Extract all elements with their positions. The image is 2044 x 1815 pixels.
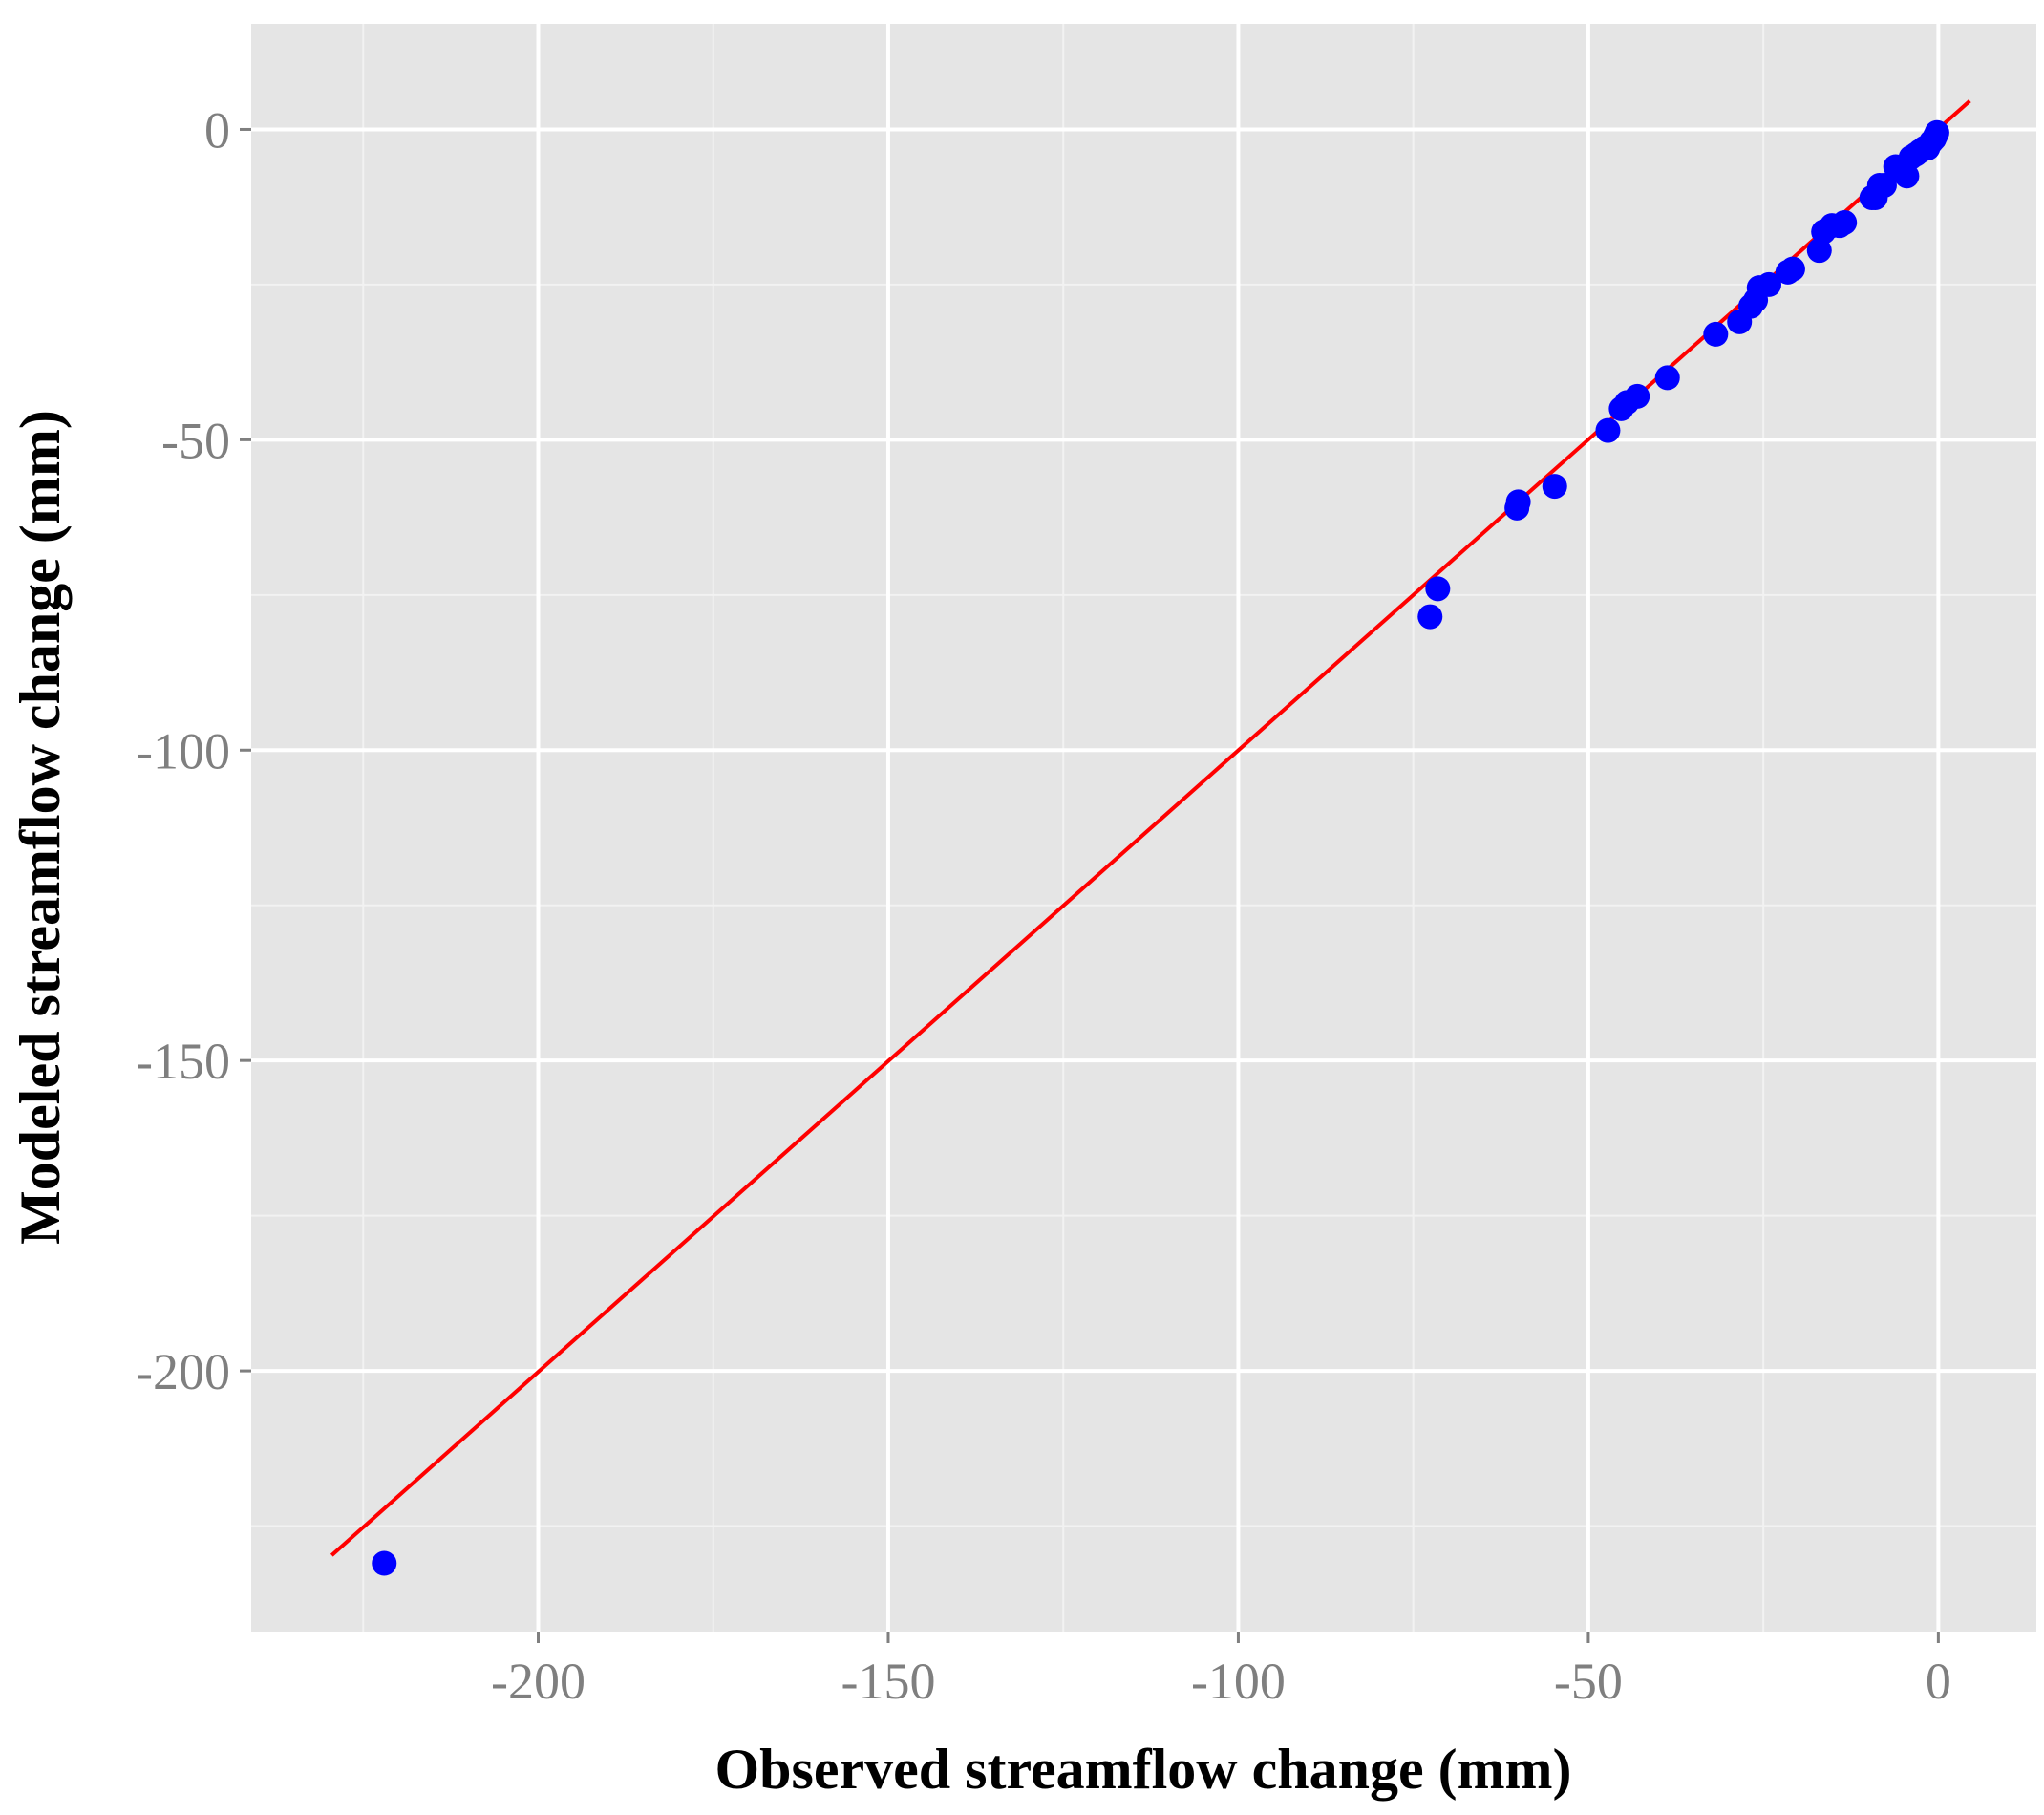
data-point	[1505, 489, 1531, 515]
data-point	[1654, 365, 1680, 391]
data-point	[1779, 256, 1805, 282]
data-point	[372, 1550, 397, 1576]
y-tick-label: -200	[136, 1343, 230, 1400]
y-tick-label: -50	[161, 412, 230, 469]
minor-gridlines	[251, 24, 2036, 1632]
x-axis-ticks: -200 -150 -100 -50 0	[491, 1632, 1951, 1710]
data-point	[1757, 271, 1782, 297]
x-tick-label: -150	[841, 1653, 935, 1710]
data-point	[1425, 576, 1451, 602]
data-point	[1871, 172, 1897, 198]
data-point	[1894, 163, 1920, 189]
data-point	[1806, 238, 1832, 264]
major-gridlines	[251, 24, 2036, 1632]
data-point	[1924, 119, 1949, 145]
y-tick-label: -150	[136, 1033, 230, 1090]
y-tick-label: -100	[136, 722, 230, 779]
data-point	[1625, 383, 1650, 409]
x-tick-label: -100	[1191, 1653, 1286, 1710]
data-point	[1417, 604, 1443, 630]
y-axis-ticks: 0 -50 -100 -150 -200	[136, 101, 251, 1400]
data-points-layer	[372, 119, 1949, 1576]
fit-line-layer	[330, 99, 1971, 1557]
x-tick-label: -200	[491, 1653, 586, 1710]
data-point	[1703, 321, 1729, 347]
y-tick-label: 0	[204, 101, 230, 159]
x-axis-title: Observed streamflow change (mm)	[714, 1738, 1571, 1801]
data-point	[1832, 209, 1858, 235]
data-point	[1542, 474, 1567, 500]
x-tick-label: -50	[1554, 1653, 1623, 1710]
fit-line	[330, 99, 1971, 1557]
x-tick-label: 0	[1926, 1653, 1951, 1710]
y-axis-title: Modeled streamflow change (mm)	[9, 410, 72, 1245]
data-point	[1595, 417, 1621, 443]
